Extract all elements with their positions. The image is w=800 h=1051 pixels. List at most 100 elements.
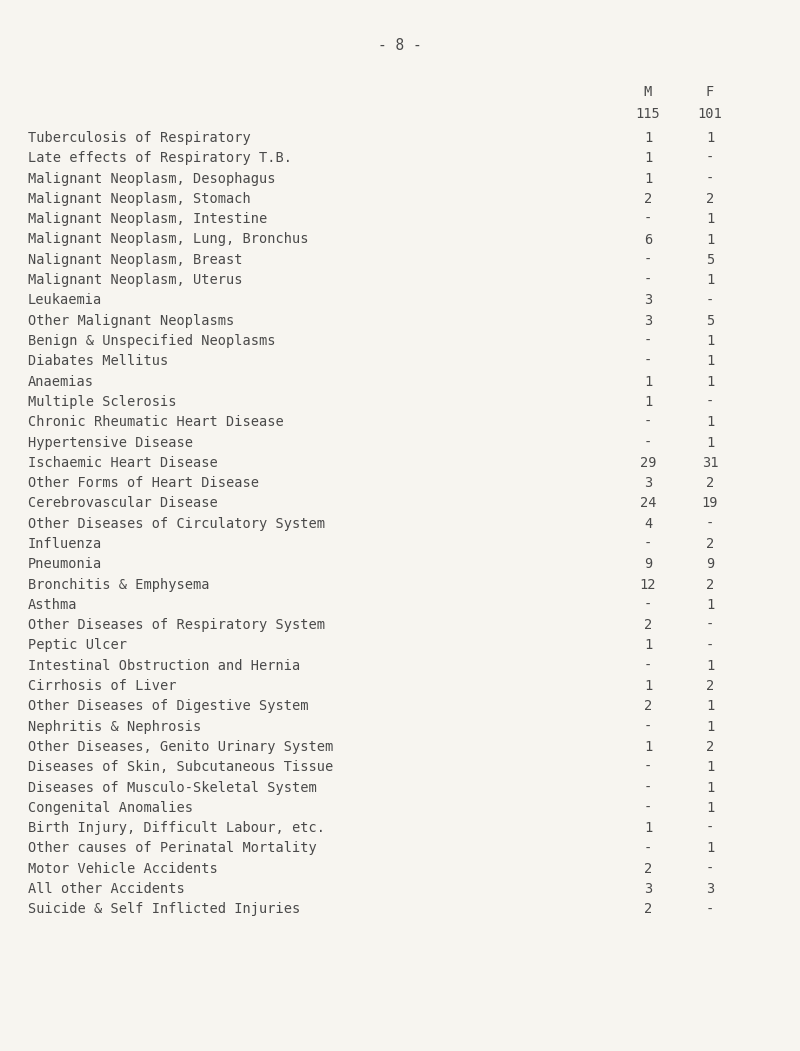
Text: -: -: [706, 517, 714, 531]
Text: Peptic Ulcer: Peptic Ulcer: [28, 639, 127, 653]
Text: 6: 6: [644, 232, 652, 247]
Text: 1: 1: [644, 740, 652, 754]
Text: -: -: [644, 537, 652, 551]
Text: -: -: [644, 334, 652, 348]
Text: Leukaemia: Leukaemia: [28, 293, 102, 307]
Text: 1: 1: [644, 374, 652, 389]
Text: Tuberculosis of Respiratory: Tuberculosis of Respiratory: [28, 131, 250, 145]
Text: Cirrhosis of Liver: Cirrhosis of Liver: [28, 679, 177, 693]
Text: Intestinal Obstruction and Hernia: Intestinal Obstruction and Hernia: [28, 659, 300, 673]
Text: 1: 1: [706, 212, 714, 226]
Text: -: -: [644, 781, 652, 795]
Text: 24: 24: [640, 496, 656, 511]
Text: 3: 3: [644, 882, 652, 897]
Text: 1: 1: [706, 374, 714, 389]
Text: -: -: [706, 395, 714, 409]
Text: 2: 2: [706, 476, 714, 490]
Text: 1: 1: [706, 842, 714, 856]
Text: Hypertensive Disease: Hypertensive Disease: [28, 435, 193, 450]
Text: 1: 1: [706, 232, 714, 247]
Text: 1: 1: [706, 720, 714, 734]
Text: F: F: [706, 85, 714, 99]
Text: -: -: [644, 801, 652, 815]
Text: Other Diseases of Respiratory System: Other Diseases of Respiratory System: [28, 618, 325, 633]
Text: -: -: [644, 212, 652, 226]
Text: Asthma: Asthma: [28, 598, 78, 612]
Text: -: -: [706, 293, 714, 307]
Text: -: -: [644, 435, 652, 450]
Text: -: -: [644, 842, 652, 856]
Text: Cerebrovascular Disease: Cerebrovascular Disease: [28, 496, 218, 511]
Text: Late effects of Respiratory T.B.: Late effects of Respiratory T.B.: [28, 151, 292, 165]
Text: Malignant Neoplasm, Desophagus: Malignant Neoplasm, Desophagus: [28, 171, 275, 186]
Text: Ischaemic Heart Disease: Ischaemic Heart Disease: [28, 456, 218, 470]
Text: Malignant Neoplasm, Stomach: Malignant Neoplasm, Stomach: [28, 192, 250, 206]
Text: 3: 3: [644, 313, 652, 328]
Text: 1: 1: [706, 273, 714, 287]
Text: 1: 1: [706, 598, 714, 612]
Text: Motor Vehicle Accidents: Motor Vehicle Accidents: [28, 862, 218, 875]
Text: 2: 2: [644, 618, 652, 633]
Text: -: -: [706, 618, 714, 633]
Text: 2: 2: [706, 740, 714, 754]
Text: 2: 2: [644, 903, 652, 916]
Text: Malignant Neoplasm, Uterus: Malignant Neoplasm, Uterus: [28, 273, 242, 287]
Text: -: -: [644, 598, 652, 612]
Text: 5: 5: [706, 253, 714, 267]
Text: -: -: [644, 659, 652, 673]
Text: Influenza: Influenza: [28, 537, 102, 551]
Text: -: -: [644, 415, 652, 429]
Text: -: -: [706, 151, 714, 165]
Text: 1: 1: [706, 131, 714, 145]
Text: Congenital Anomalies: Congenital Anomalies: [28, 801, 193, 815]
Text: 1: 1: [644, 679, 652, 693]
Text: Diseases of Skin, Subcutaneous Tissue: Diseases of Skin, Subcutaneous Tissue: [28, 760, 334, 775]
Text: -: -: [706, 903, 714, 916]
Text: Diseases of Musculo-Skeletal System: Diseases of Musculo-Skeletal System: [28, 781, 317, 795]
Text: -: -: [644, 720, 652, 734]
Text: Other Malignant Neoplasms: Other Malignant Neoplasms: [28, 313, 234, 328]
Text: -: -: [706, 639, 714, 653]
Text: 1: 1: [644, 639, 652, 653]
Text: 3: 3: [644, 293, 652, 307]
Text: 1: 1: [706, 659, 714, 673]
Text: 2: 2: [706, 679, 714, 693]
Text: -: -: [706, 821, 714, 836]
Text: 1: 1: [706, 699, 714, 714]
Text: Malignant Neoplasm, Intestine: Malignant Neoplasm, Intestine: [28, 212, 267, 226]
Text: M: M: [644, 85, 652, 99]
Text: Birth Injury, Difficult Labour, etc.: Birth Injury, Difficult Labour, etc.: [28, 821, 325, 836]
Text: 3: 3: [644, 476, 652, 490]
Text: Other Diseases, Genito Urinary System: Other Diseases, Genito Urinary System: [28, 740, 334, 754]
Text: 2: 2: [644, 192, 652, 206]
Text: -: -: [706, 862, 714, 875]
Text: -: -: [644, 253, 652, 267]
Text: 115: 115: [636, 107, 660, 121]
Text: Pneumonia: Pneumonia: [28, 557, 102, 572]
Text: Other Forms of Heart Disease: Other Forms of Heart Disease: [28, 476, 259, 490]
Text: Chronic Rheumatic Heart Disease: Chronic Rheumatic Heart Disease: [28, 415, 284, 429]
Text: 1: 1: [644, 395, 652, 409]
Text: 19: 19: [702, 496, 718, 511]
Text: - 8 -: - 8 -: [378, 38, 422, 53]
Text: 1: 1: [706, 334, 714, 348]
Text: Benign & Unspecified Neoplasms: Benign & Unspecified Neoplasms: [28, 334, 275, 348]
Text: Nephritis & Nephrosis: Nephritis & Nephrosis: [28, 720, 202, 734]
Text: All other Accidents: All other Accidents: [28, 882, 185, 897]
Text: Other Diseases of Digestive System: Other Diseases of Digestive System: [28, 699, 309, 714]
Text: Bronchitis & Emphysema: Bronchitis & Emphysema: [28, 578, 210, 592]
Text: 5: 5: [706, 313, 714, 328]
Text: 9: 9: [706, 557, 714, 572]
Text: -: -: [644, 354, 652, 368]
Text: 4: 4: [644, 517, 652, 531]
Text: Anaemias: Anaemias: [28, 374, 94, 389]
Text: Multiple Sclerosis: Multiple Sclerosis: [28, 395, 177, 409]
Text: 1: 1: [706, 760, 714, 775]
Text: 2: 2: [644, 862, 652, 875]
Text: 3: 3: [706, 882, 714, 897]
Text: 1: 1: [644, 131, 652, 145]
Text: Malignant Neoplasm, Lung, Bronchus: Malignant Neoplasm, Lung, Bronchus: [28, 232, 309, 247]
Text: 2: 2: [644, 699, 652, 714]
Text: 2: 2: [706, 578, 714, 592]
Text: Suicide & Self Inflicted Injuries: Suicide & Self Inflicted Injuries: [28, 903, 300, 916]
